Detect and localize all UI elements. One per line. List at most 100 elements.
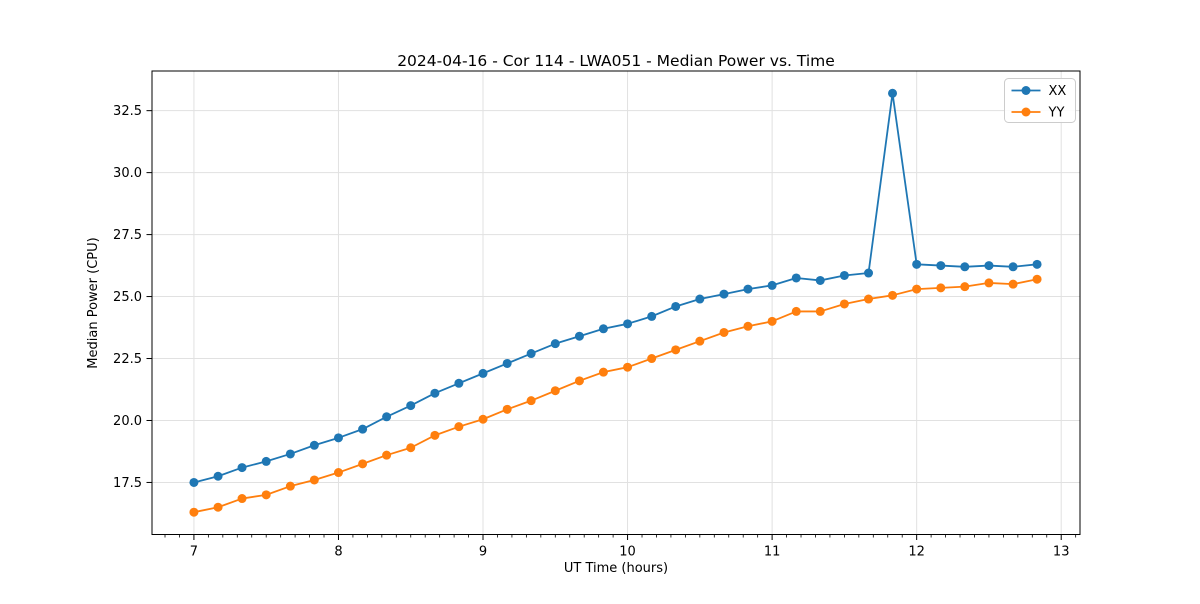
data-point — [695, 336, 705, 346]
data-point — [888, 88, 898, 98]
data-point — [406, 401, 416, 411]
data-point — [333, 433, 343, 443]
data-point — [430, 430, 440, 440]
data-point — [333, 468, 343, 478]
data-point — [864, 268, 874, 278]
data-point — [719, 327, 729, 337]
data-point — [912, 259, 922, 269]
data-point — [767, 316, 777, 326]
x-tick-label: 9 — [479, 545, 487, 560]
x-axis-label: UT Time (hours) — [564, 561, 668, 576]
legend: XX YY — [1004, 78, 1076, 123]
data-point — [406, 443, 416, 453]
data-series — [189, 88, 1042, 517]
y-tick-label: 30.0 — [113, 166, 142, 181]
x-tick-label: 10 — [619, 545, 636, 560]
series-xx — [189, 88, 1042, 487]
y-axis-label: Median Power (CPU) — [86, 237, 101, 368]
data-point — [502, 404, 512, 414]
x-tick-label: 11 — [764, 545, 781, 560]
data-point — [189, 477, 199, 487]
data-point — [912, 284, 922, 294]
y-tick-label: 32.5 — [113, 104, 142, 119]
data-point — [358, 459, 368, 469]
data-point — [189, 507, 199, 517]
series-line — [193, 92, 1038, 484]
data-point — [743, 284, 753, 294]
data-point — [1032, 274, 1042, 284]
x-tick-label: 12 — [908, 545, 925, 560]
data-point — [671, 301, 681, 311]
chart-title: 2024-04-16 - Cor 114 - LWA051 - Median P… — [397, 52, 835, 70]
series-line — [193, 278, 1038, 514]
data-point — [888, 290, 898, 300]
data-point — [743, 321, 753, 331]
x-tick-label: 8 — [334, 545, 342, 560]
data-point — [502, 358, 512, 368]
data-point — [839, 270, 849, 280]
y-tick-label: 20.0 — [113, 414, 142, 429]
data-point — [647, 311, 657, 321]
data-point — [695, 294, 705, 304]
legend-entry-yy: YY — [1011, 106, 1065, 121]
data-point — [430, 388, 440, 398]
legend-label: XX — [1049, 84, 1067, 99]
data-point — [382, 450, 392, 460]
grid-lines — [152, 71, 1080, 535]
data-point — [285, 449, 295, 459]
series-yy — [189, 274, 1042, 517]
data-point — [237, 494, 247, 504]
y-tick-label: 17.5 — [113, 476, 142, 491]
data-point — [358, 424, 368, 434]
data-point — [839, 299, 849, 309]
data-point — [936, 283, 946, 293]
data-point — [1008, 279, 1018, 289]
data-point — [598, 367, 608, 377]
data-point — [791, 273, 801, 283]
data-point — [960, 282, 970, 292]
axis-ticks — [146, 110, 1077, 540]
data-point — [719, 289, 729, 299]
data-point — [936, 261, 946, 271]
data-point — [454, 378, 464, 388]
data-point — [623, 319, 633, 329]
data-point — [309, 440, 319, 450]
data-point — [1032, 259, 1042, 269]
axis-tick-labels: 7 8 9 10 11 12 13 17.5 20.0 22.5 25.0 27.5 30.0 32.5 — [113, 104, 1069, 559]
data-point — [213, 502, 223, 512]
axes-spines — [151, 70, 1081, 535]
data-point — [671, 345, 681, 355]
data-point — [478, 414, 488, 424]
data-point — [984, 278, 994, 288]
data-point — [526, 396, 536, 406]
data-point — [574, 331, 584, 341]
legend-sample-marker — [1021, 86, 1031, 95]
y-tick-label: 25.0 — [113, 290, 142, 305]
data-point — [864, 294, 874, 304]
x-tick-label: 7 — [190, 545, 198, 560]
data-point — [767, 280, 777, 290]
data-point — [261, 490, 271, 500]
data-point — [791, 306, 801, 316]
data-point — [647, 354, 657, 364]
data-point — [598, 324, 608, 334]
data-point — [478, 368, 488, 378]
data-point — [623, 362, 633, 372]
data-point — [984, 261, 994, 271]
legend-entry-xx: XX — [1011, 84, 1067, 99]
data-point — [1008, 262, 1018, 272]
data-point — [309, 475, 319, 485]
plot-border — [151, 70, 1081, 535]
data-point — [815, 275, 825, 285]
data-point — [550, 386, 560, 396]
data-point — [550, 339, 560, 349]
data-point — [815, 306, 825, 316]
data-point — [526, 349, 536, 359]
legend-sample-marker — [1021, 107, 1031, 117]
data-point — [454, 422, 464, 432]
data-point — [574, 376, 584, 386]
legend-label: YY — [1048, 106, 1065, 121]
data-point — [285, 481, 295, 491]
